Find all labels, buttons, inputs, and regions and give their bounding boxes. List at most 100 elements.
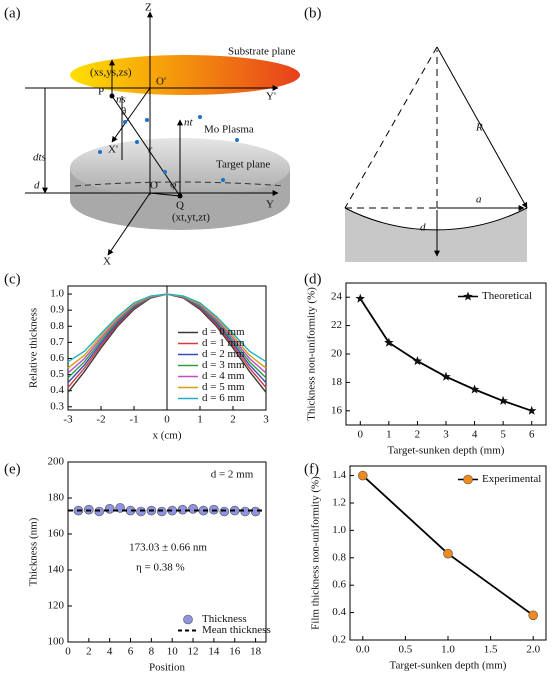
y-tick-label: 24 (331, 291, 343, 303)
y-tick-label: 0.2 (332, 634, 346, 646)
label: (xt,yt,zt) (172, 212, 210, 224)
x-tick-label: 3 (443, 429, 449, 441)
x-axis-label: Target-sunken depth (mm) (388, 445, 505, 457)
y-tick-label: 0.8 (332, 551, 346, 563)
label: nt (184, 117, 194, 129)
y-tick-label: 120 (48, 600, 65, 612)
marker (188, 503, 198, 514)
label: Q (176, 200, 184, 212)
x-tick-label: 4 (107, 646, 113, 658)
y-axis-label: Relative thickness (28, 308, 40, 388)
legend-label: d = 0 mm (202, 326, 245, 338)
x-tick-label: 6 (128, 646, 134, 658)
sunken-target (345, 208, 527, 262)
y-axis-label: Thickness (nm) (28, 517, 40, 586)
x-tick-label: 2.0 (526, 644, 540, 656)
x-tick-label: 6 (529, 429, 535, 441)
legend-label: Mean thickness (202, 624, 271, 636)
label: d (34, 180, 40, 192)
label: Y (266, 199, 274, 211)
label: Y' (266, 91, 276, 103)
x-tick-label: 3 (263, 414, 269, 426)
x-tick-label: 2 (86, 646, 92, 658)
y-tick-label: 0.9 (50, 304, 64, 316)
point-p (109, 93, 115, 99)
panel-label: (e) (4, 461, 21, 477)
marker (104, 503, 115, 514)
y-tick-label: 100 (48, 636, 65, 648)
point-q (177, 193, 183, 199)
marker (384, 337, 394, 347)
legend-label: Theoretical (482, 290, 532, 302)
series-line (362, 474, 534, 617)
marker (527, 405, 537, 415)
label: φ (170, 179, 176, 191)
y-tick-label: 1.4 (332, 469, 346, 481)
annotation: 173.03 ± 0.66 nm (129, 542, 207, 554)
y-tick-label: 140 (48, 564, 65, 576)
x-tick-label: 4 (472, 429, 478, 441)
marker (443, 548, 453, 559)
annotation: d = 2 mm (211, 469, 254, 481)
marker (498, 395, 508, 405)
marker (463, 474, 473, 485)
label: d (420, 222, 426, 234)
x-tick-label: 12 (188, 646, 199, 658)
label: (xs,ys,zs) (90, 67, 132, 79)
marker (469, 384, 480, 394)
marker (441, 371, 451, 381)
x-tick-label: 5 (500, 429, 506, 441)
x-axis-label: x (cm) (152, 430, 181, 442)
label: O (150, 180, 158, 192)
label: a (476, 194, 482, 206)
y-tick-label: 160 (48, 528, 65, 540)
x-tick-label: -2 (96, 414, 105, 426)
plot-frame (67, 461, 267, 643)
radius (436, 46, 528, 209)
series-line (359, 298, 532, 412)
legend-label: d = 6 mm (202, 392, 245, 404)
label: X (103, 256, 111, 268)
x-tick-label: -1 (129, 414, 138, 426)
x-tick-label: 1.0 (441, 644, 455, 656)
y-axis-label: Thickness non-uniformity (%) (306, 287, 318, 421)
legend-label: d = 5 mm (202, 381, 245, 393)
y-tick-label: 18 (331, 376, 343, 388)
y-tick-label: 0.3 (50, 400, 64, 412)
y-axis-label: Film thickness non-uniformity (%) (310, 476, 322, 630)
x-tick-label: 2 (230, 414, 236, 426)
y-tick-label: 0.4 (332, 606, 346, 618)
label: R (475, 122, 483, 134)
label: X' (108, 144, 118, 156)
x-tick-label: 8 (149, 646, 155, 658)
panel-label: (f) (304, 461, 319, 477)
x-tick-label: 14 (208, 646, 220, 658)
label: Mo Plasma (204, 124, 254, 136)
marker (463, 291, 473, 301)
panel-label: (b) (304, 5, 322, 21)
plasma-dots (98, 115, 239, 182)
x-tick-label: 18 (250, 646, 262, 658)
marker (357, 470, 368, 481)
y-tick-label: 1.0 (50, 288, 64, 300)
x-tick-label: -3 (63, 414, 73, 426)
marker (528, 610, 539, 621)
legend-label: d = 3 mm (202, 359, 245, 371)
label: θ (121, 106, 126, 118)
diagram-a: Z Substrate plane O' Y' (xs,ys,zs) P ns … (25, 2, 300, 268)
y-tick-label: 200 (48, 456, 65, 468)
x-axis-label: Position (149, 662, 186, 674)
label: Substrate plane (228, 46, 296, 58)
arc (344, 207, 528, 231)
y-tick-label: 20 (331, 348, 343, 360)
x-tick-label: 1 (386, 429, 392, 441)
x-tick-label: 0.0 (356, 644, 370, 656)
y-tick-label: 180 (48, 492, 65, 504)
label: r (148, 144, 153, 156)
radius (149, 192, 181, 197)
y-tick-label: 0.4 (50, 384, 64, 396)
x-tick-label: 16 (229, 646, 241, 658)
marker (355, 293, 365, 303)
annotation: η = 0.38 % (136, 562, 185, 574)
y-tick-label: 0.6 (50, 352, 64, 364)
